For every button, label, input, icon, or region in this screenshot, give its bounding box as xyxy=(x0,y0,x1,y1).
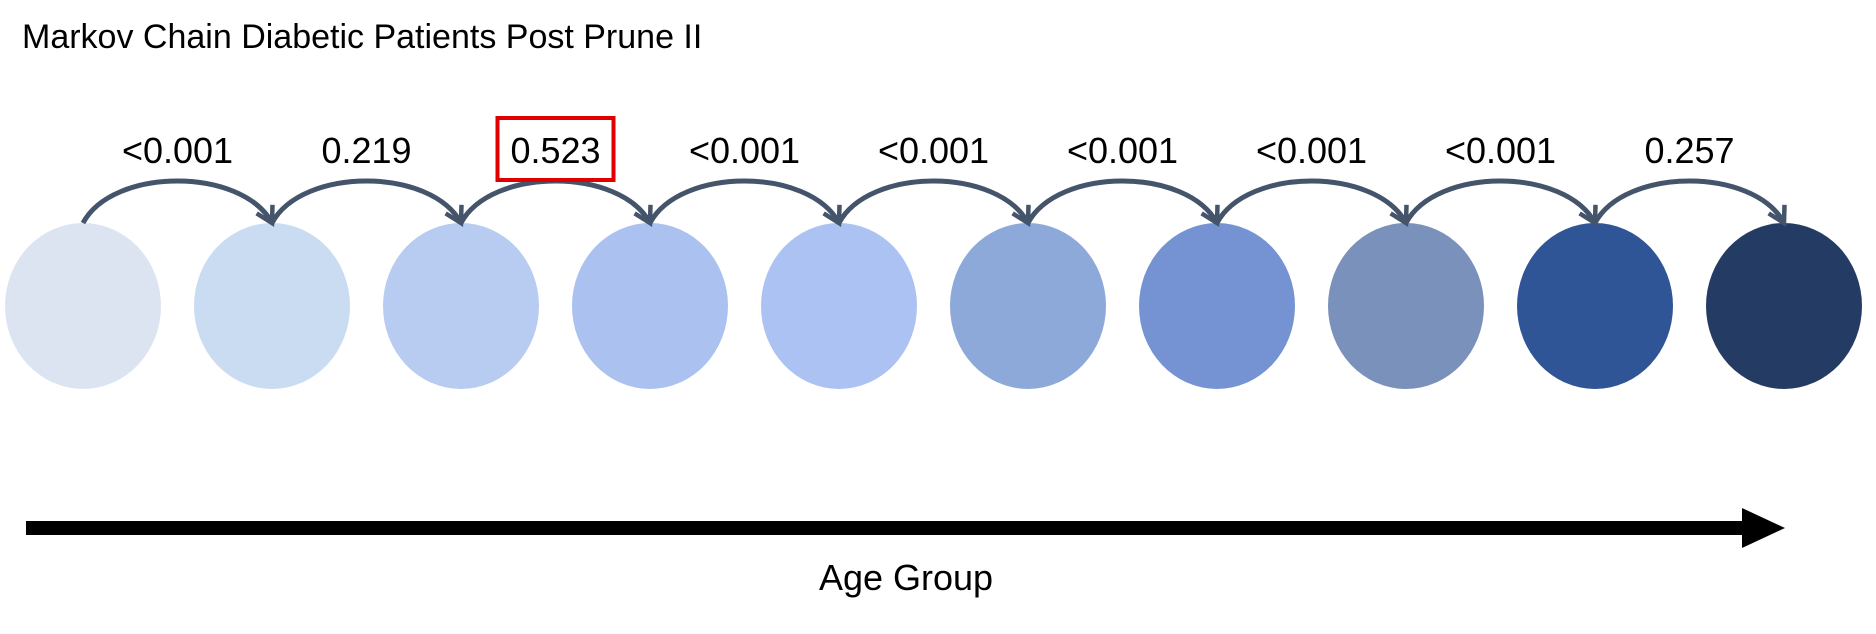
age-axis-label: Age Group xyxy=(819,557,993,598)
transition-arc-5 xyxy=(836,178,1031,227)
transition-arc-8 xyxy=(1403,178,1598,227)
state-node-4 xyxy=(572,223,728,389)
transition-probability-9: 0.257 xyxy=(1644,130,1734,171)
transition-arcs xyxy=(80,178,1787,227)
transition-probability-5: <0.001 xyxy=(878,130,989,171)
state-node-7 xyxy=(1139,223,1295,389)
transition-arc-2 xyxy=(269,178,464,227)
state-node-9 xyxy=(1517,223,1673,389)
transition-probability-3: 0.523 xyxy=(510,130,600,171)
transition-probability-7: <0.001 xyxy=(1256,130,1367,171)
age-axis: Age Group xyxy=(26,508,1785,598)
transition-arc-7 xyxy=(1214,178,1409,227)
state-nodes xyxy=(5,223,1862,389)
state-node-1 xyxy=(5,223,161,389)
transition-labels: <0.001 0.219 0.523 <0.001 <0.001 <0.001 <0.001… xyxy=(122,116,1735,182)
state-node-2 xyxy=(194,223,350,389)
transition-arc-4 xyxy=(647,178,842,227)
state-node-10 xyxy=(1706,223,1862,389)
transition-arc-6 xyxy=(1025,178,1220,227)
transition-probability-8: <0.001 xyxy=(1445,130,1556,171)
state-node-5 xyxy=(761,223,917,389)
age-axis-arrowhead xyxy=(1742,508,1785,548)
highlight-box xyxy=(495,116,616,182)
transition-probability-4: <0.001 xyxy=(689,130,800,171)
state-node-3 xyxy=(383,223,539,389)
transition-probability-2: 0.219 xyxy=(321,130,411,171)
state-node-8 xyxy=(1328,223,1484,389)
transition-arc-3 xyxy=(458,178,653,227)
state-node-6 xyxy=(950,223,1106,389)
transition-probability-6: <0.001 xyxy=(1067,130,1178,171)
transition-arc-9 xyxy=(1592,178,1787,227)
transition-probability-1: <0.001 xyxy=(122,130,233,171)
transition-arc-1 xyxy=(80,178,275,227)
diagram-title: Markov Chain Diabetic Patients Post Prun… xyxy=(22,18,702,56)
